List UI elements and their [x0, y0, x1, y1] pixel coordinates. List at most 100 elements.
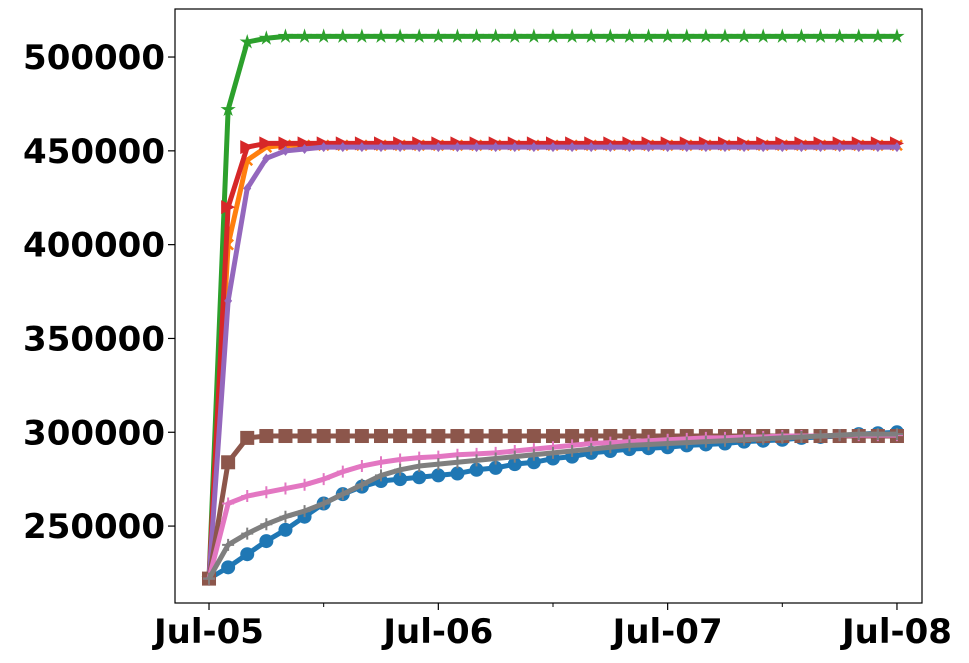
marker [640, 28, 657, 43]
marker [241, 490, 254, 503]
x-tick-label: Jul-05 [152, 612, 264, 652]
marker [240, 430, 255, 445]
marker [832, 28, 848, 43]
marker [451, 456, 464, 469]
marker [778, 142, 787, 153]
marker [472, 142, 481, 153]
marker [450, 429, 465, 444]
marker [507, 429, 522, 444]
marker [833, 429, 846, 442]
marker [316, 429, 331, 444]
marker [583, 28, 599, 43]
marker [507, 457, 522, 472]
y-tick-label: 350000 [23, 319, 165, 359]
marker [240, 140, 255, 155]
marker [740, 142, 749, 153]
marker [394, 453, 407, 466]
marker [336, 465, 349, 478]
marker [854, 142, 863, 153]
marker [568, 142, 577, 153]
marker [411, 28, 427, 43]
marker [260, 486, 273, 499]
marker [316, 28, 332, 43]
marker [871, 428, 884, 441]
marker [220, 101, 236, 117]
marker [701, 142, 710, 153]
marker [243, 183, 252, 194]
marker [203, 572, 216, 585]
marker [279, 510, 292, 523]
marker [663, 142, 672, 153]
marker [224, 295, 233, 306]
marker [469, 462, 484, 477]
marker [587, 142, 596, 153]
marker [281, 145, 290, 156]
marker [488, 460, 503, 475]
marker [259, 534, 274, 549]
marker [623, 439, 636, 452]
marker [470, 454, 483, 467]
marker [564, 28, 580, 43]
marker [698, 28, 714, 43]
marker [262, 153, 271, 164]
marker [776, 431, 789, 444]
marker [873, 142, 882, 153]
y-tick-label: 300000 [23, 413, 165, 453]
marker [508, 450, 521, 463]
marker [221, 200, 236, 215]
marker [682, 142, 691, 153]
marker [548, 142, 557, 153]
marker [870, 28, 886, 43]
marker [335, 28, 351, 43]
marker [679, 28, 695, 43]
marker [585, 443, 598, 456]
marker [529, 142, 538, 153]
marker [603, 429, 618, 444]
marker [545, 429, 560, 444]
marker [296, 28, 313, 43]
marker [431, 429, 446, 444]
marker [851, 28, 867, 43]
marker [430, 28, 446, 43]
marker [625, 142, 634, 153]
marker [278, 136, 293, 151]
marker [357, 142, 366, 153]
marker [602, 28, 618, 43]
marker [812, 28, 829, 43]
x-tick-label: Jul-07 [611, 612, 723, 652]
marker [259, 136, 274, 151]
marker [374, 429, 389, 444]
y-tick-label: 250000 [23, 507, 165, 547]
y-tick-label: 400000 [23, 226, 165, 266]
y-tick-label: 500000 [23, 38, 165, 78]
marker [432, 458, 445, 471]
marker [510, 142, 519, 153]
marker [394, 463, 407, 476]
marker [222, 497, 235, 510]
marker [814, 430, 827, 443]
marker [415, 142, 424, 153]
marker [317, 497, 330, 510]
marker [680, 436, 693, 449]
marker [565, 429, 580, 444]
marker [298, 478, 311, 491]
marker [660, 28, 676, 43]
marker [319, 142, 328, 153]
marker [755, 28, 771, 43]
marker [892, 142, 901, 153]
marker [527, 448, 540, 461]
marker [736, 28, 752, 43]
marker [793, 28, 810, 43]
marker [259, 429, 274, 444]
marker [526, 28, 542, 43]
marker [375, 456, 388, 469]
marker [434, 142, 443, 153]
y-tick-label: 450000 [23, 132, 165, 172]
marker [354, 28, 370, 43]
marker [699, 435, 712, 448]
marker [469, 429, 484, 444]
marker [606, 142, 615, 153]
marker [759, 142, 768, 153]
